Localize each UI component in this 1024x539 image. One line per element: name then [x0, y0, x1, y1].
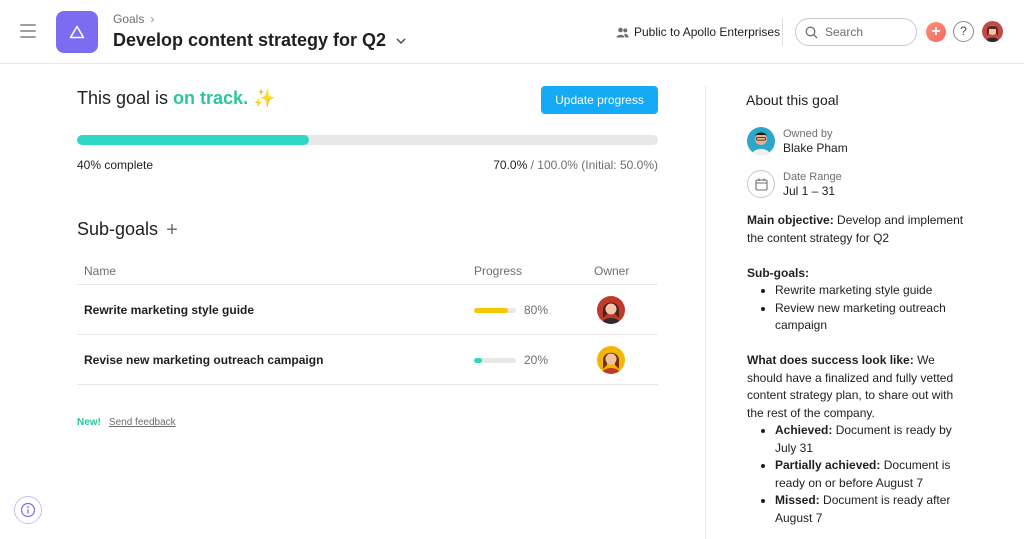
new-badge: New! [77, 417, 101, 428]
date-range-field[interactable]: Date Range Jul 1 – 31 [747, 170, 842, 198]
chevron-down-icon[interactable] [394, 34, 408, 48]
top-bar: Goals › Develop content strategy for Q2 … [0, 0, 1024, 64]
search-box[interactable] [795, 18, 917, 46]
outcome-text: Document is ready on or before August 7 [775, 458, 951, 490]
list-item: Rewrite marketing style guide [775, 282, 969, 300]
help-button[interactable]: ? [953, 21, 974, 42]
about-heading: About this goal [746, 92, 839, 108]
subgoal-progress-fill [474, 358, 483, 363]
update-progress-button[interactable]: Update progress [541, 86, 658, 114]
owner-field[interactable]: Owned by Blake Pham [747, 127, 848, 155]
table-header: Name Progress Owner [77, 255, 658, 285]
outcome-text: Document is ready by July 31 [775, 423, 952, 455]
panel-divider [705, 86, 706, 539]
subgoals-label: Sub-goals: [747, 265, 809, 280]
list-item: Review new marketing outreach campaign [775, 300, 969, 335]
privacy-button[interactable]: Public to Apollo Enterprises [616, 25, 780, 39]
col-progress: Progress [474, 264, 523, 278]
page-title: Develop content strategy for Q2 [113, 30, 387, 50]
percent-complete: 40% complete [77, 158, 154, 172]
goal-status: This goal is on track. ✨ [77, 88, 276, 109]
feedback-row: New! Send feedback [77, 417, 176, 428]
privacy-label: Public to Apollo Enterprises [634, 25, 781, 39]
subgoal-percent: 80% [524, 303, 549, 317]
subgoal-progress-fill [474, 308, 508, 313]
progress-current: 70.0% [493, 158, 528, 172]
outcome-text: Document is ready after August 7 [775, 493, 951, 525]
owned-by-label: Owned by [783, 127, 833, 140]
main-objective: Main objective: Develop and implement th… [747, 212, 969, 247]
add-subgoal-icon[interactable]: + [166, 218, 178, 241]
main-objective-text: Develop and implement the content strate… [747, 213, 964, 245]
owner-avatar[interactable] [597, 296, 625, 324]
title-row: Develop content strategy for Q2 [113, 30, 408, 51]
owner-avatar[interactable] [597, 346, 625, 374]
success-description: What does success look like: We should h… [747, 352, 969, 422]
breadcrumb-goals[interactable]: Goals [113, 12, 145, 26]
goal-progress-bar [77, 135, 658, 145]
status-on-track: on track. [173, 88, 249, 108]
goal-icon [56, 11, 98, 53]
chevron-right-icon: › [150, 12, 155, 26]
owner-name[interactable]: Blake Pham [783, 140, 848, 155]
progress-values: 70.0% / 100.0% (Initial: 50.0%) [493, 158, 658, 172]
subgoal-percent: 20% [524, 353, 549, 367]
col-name: Name [84, 264, 117, 278]
header-divider [782, 18, 783, 46]
status-prefix: This goal is [77, 88, 174, 108]
send-feedback-link[interactable]: Send feedback [108, 417, 176, 428]
subgoals-heading: Sub-goals + [77, 219, 178, 240]
info-button[interactable] [14, 496, 42, 524]
user-avatar[interactable] [982, 21, 1003, 42]
outcomes-list: Achieved: Document is ready by July 31 P… [775, 422, 969, 527]
list-item: Missed: Document is ready after August 7 [775, 492, 969, 527]
goal-progress-fill [77, 135, 310, 145]
subgoal-name[interactable]: Revise new marketing outreach campaign [84, 353, 324, 367]
subgoals-table: Name Progress Owner Rewrite marketing st… [77, 255, 658, 385]
success-label: What does success look like: [747, 353, 914, 367]
subgoals-list: Rewrite marketing style guide Review new… [775, 282, 969, 335]
table-row[interactable]: Rewrite marketing style guide 80% [77, 285, 658, 335]
info-icon [20, 502, 36, 518]
menu-icon[interactable] [20, 24, 36, 38]
table-row[interactable]: Revise new marketing outreach campaign 2… [77, 335, 658, 385]
success-text: We should have a finalized and fully vet… [747, 353, 954, 420]
subgoals-title: Sub-goals [77, 219, 159, 239]
owner-avatar[interactable] [747, 127, 775, 155]
list-item: Achieved: Document is ready by July 31 [775, 422, 969, 457]
search-input[interactable] [825, 25, 905, 39]
outcome-label: Missed: [775, 493, 820, 507]
progress-target: / 100.0% (Initial: 50.0%) [527, 158, 658, 172]
subgoal-name[interactable]: Rewrite marketing style guide [84, 303, 255, 317]
outcome-label: Partially achieved: [775, 458, 881, 472]
subgoals-desc-label: Sub-goals: [747, 265, 969, 283]
breadcrumb[interactable]: Goals › [113, 12, 154, 26]
date-range-label: Date Range [783, 170, 842, 183]
members-icon [616, 27, 629, 37]
col-owner: Owner [594, 264, 630, 278]
main-objective-label: Main objective: [747, 213, 834, 227]
list-item: Partially achieved: Document is ready on… [775, 457, 969, 492]
subgoal-progress-bar [474, 308, 516, 313]
sparkles-icon: ✨ [253, 88, 276, 108]
date-range-value[interactable]: Jul 1 – 31 [783, 183, 836, 198]
goal-description[interactable]: Main objective: Develop and implement th… [747, 212, 969, 539]
quick-add-button[interactable]: + [926, 22, 946, 42]
calendar-icon [747, 170, 775, 198]
search-icon [805, 26, 818, 38]
subgoal-progress-bar [474, 358, 516, 363]
outcome-label: Achieved: [775, 423, 833, 437]
